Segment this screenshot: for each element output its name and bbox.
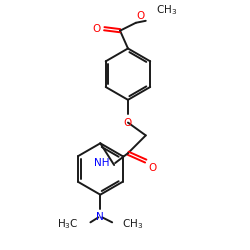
- Text: H$_3$C: H$_3$C: [57, 218, 78, 231]
- Text: CH$_3$: CH$_3$: [122, 218, 143, 231]
- Text: O: O: [137, 11, 145, 21]
- Text: O: O: [124, 118, 132, 128]
- Text: NH: NH: [94, 158, 109, 168]
- Text: O: O: [149, 163, 157, 173]
- Text: CH$_3$: CH$_3$: [156, 3, 177, 17]
- Text: N: N: [96, 212, 104, 222]
- Text: O: O: [92, 24, 100, 34]
